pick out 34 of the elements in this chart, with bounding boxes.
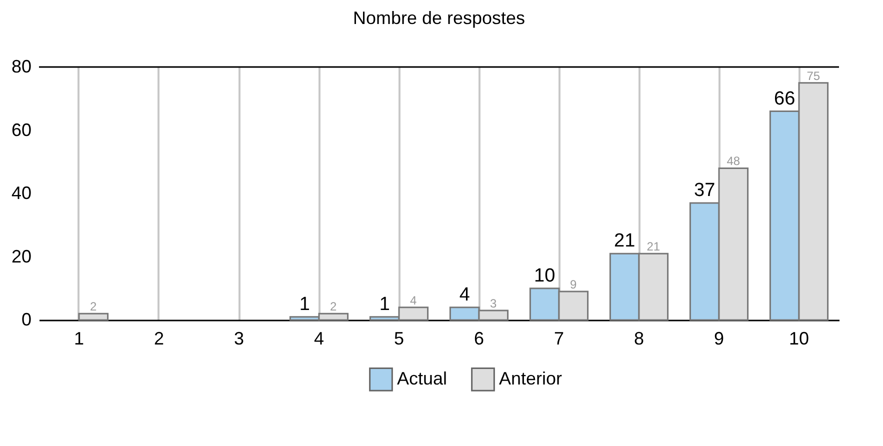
data-label: 37 <box>694 180 716 201</box>
x-tick-label: 8 <box>634 328 644 348</box>
x-tick-label: 2 <box>154 328 164 348</box>
legend-label: Anterior <box>499 368 562 388</box>
data-label: 1 <box>379 294 390 315</box>
x-tick-label: 3 <box>234 328 244 348</box>
data-label: 9 <box>570 278 578 292</box>
legend-label: Actual <box>397 368 448 388</box>
y-tick-label: 40 <box>11 183 32 203</box>
bar <box>78 312 109 321</box>
data-label: 10 <box>534 265 556 286</box>
data-label: 3 <box>490 296 498 311</box>
x-tick-label: 1 <box>74 328 84 348</box>
data-label: 4 <box>459 284 470 306</box>
chart-title: Nombre de respostes <box>352 8 526 28</box>
data-label: 2 <box>90 300 98 314</box>
y-tick-label: 80 <box>11 56 32 76</box>
y-tick-label: 0 <box>21 310 32 330</box>
x-tick-label: 5 <box>394 328 404 348</box>
data-label: 2 <box>330 300 338 314</box>
data-label: 1 <box>299 294 310 315</box>
y-tick-label: 60 <box>11 120 32 140</box>
x-tick-label: 4 <box>314 328 324 348</box>
data-label: 21 <box>646 240 660 254</box>
data-label: 48 <box>726 154 740 168</box>
x-tick-label: 9 <box>714 328 724 348</box>
data-label: 75 <box>806 68 820 83</box>
y-tick-label: 20 <box>11 246 32 266</box>
data-label: 4 <box>410 293 418 308</box>
x-tick-label: 7 <box>554 328 564 348</box>
x-tick-label: 10 <box>788 328 810 348</box>
data-label: 21 <box>614 230 636 252</box>
x-tick-label: 6 <box>474 328 484 348</box>
data-label: 66 <box>774 88 796 110</box>
